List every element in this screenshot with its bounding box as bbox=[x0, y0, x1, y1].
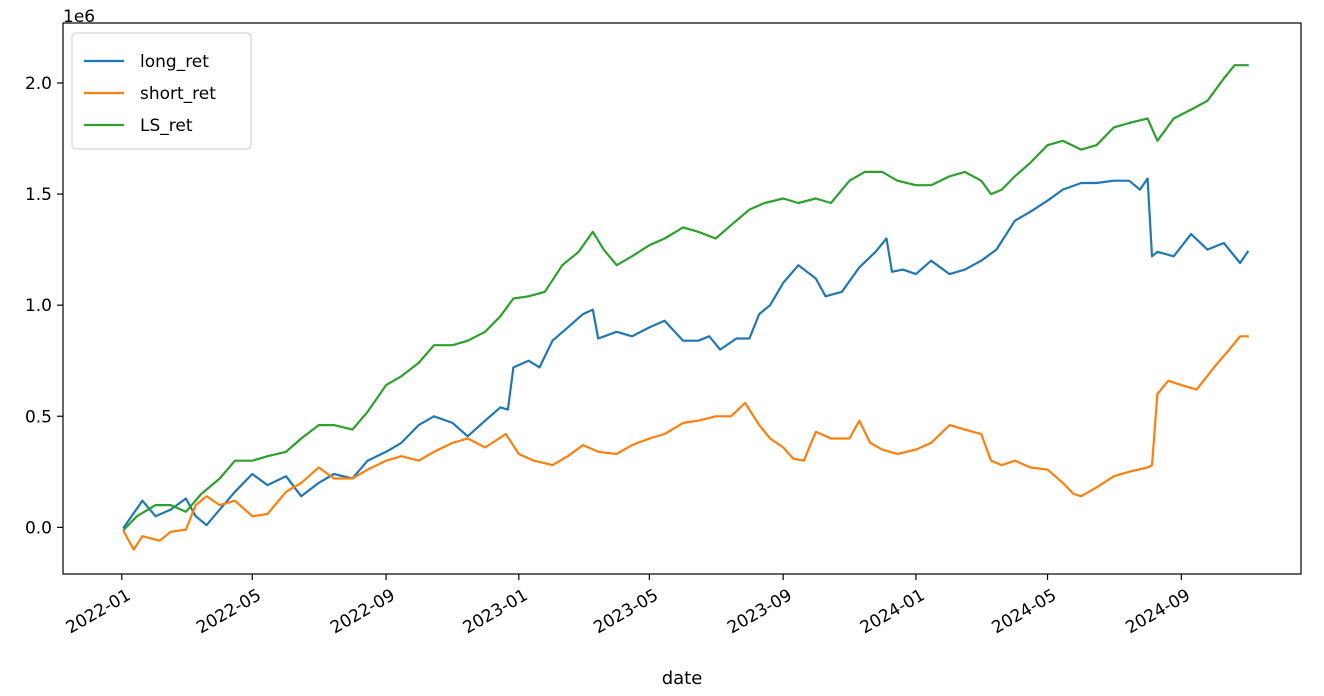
y-tick-label: 1.0 bbox=[25, 296, 52, 316]
y-tick-label: 2.0 bbox=[25, 74, 52, 94]
y-offset-label: 1e6 bbox=[63, 7, 95, 27]
y-tick-label: 0.5 bbox=[25, 407, 52, 427]
y-tick-label: 0.0 bbox=[25, 518, 52, 538]
legend-label-short-ret: short_ret bbox=[140, 84, 216, 104]
series-line-LS-ret bbox=[122, 64, 1249, 532]
legend: long_ret short_ret LS_ret bbox=[71, 32, 252, 150]
series-line-short-ret bbox=[122, 335, 1249, 551]
legend-label-LS-ret: LS_ret bbox=[140, 116, 193, 136]
legend-label-long-ret: long_ret bbox=[140, 52, 209, 72]
x-axis-label: date bbox=[662, 668, 703, 689]
plot-frame bbox=[62, 22, 1302, 575]
series-layer bbox=[122, 64, 1250, 551]
series-line-long-ret bbox=[122, 177, 1250, 529]
y-tick-label: 1.5 bbox=[25, 185, 52, 205]
y-axis: 0.0 0.5 1.0 1.5 2.0 bbox=[25, 74, 63, 538]
